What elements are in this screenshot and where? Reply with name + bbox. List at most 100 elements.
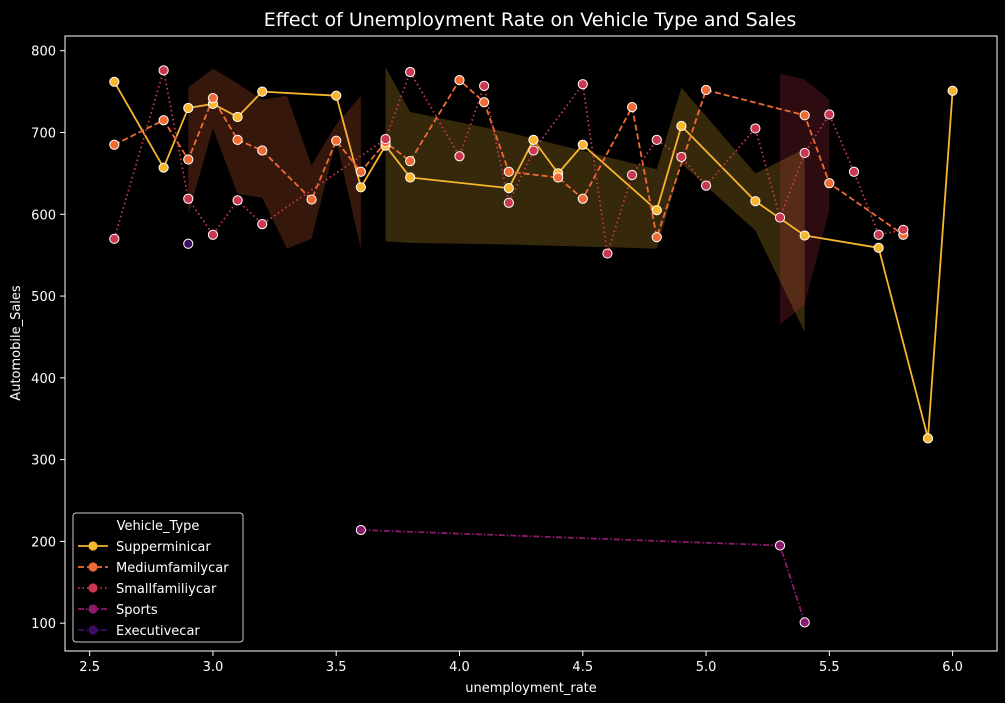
y-tick-label: 500 [31, 290, 56, 305]
legend-label-3: Sports [116, 603, 158, 618]
x-tick-label: 3.0 [203, 660, 224, 675]
data-point-2 [183, 193, 194, 204]
data-point-2 [405, 66, 416, 78]
data-point-2 [824, 109, 835, 120]
legend-marker-1 [88, 562, 98, 572]
legend-title: Vehicle_Type [117, 519, 200, 534]
data-point-3 [355, 524, 366, 536]
y-tick-label: 200 [31, 535, 56, 550]
chart-title: Effect of Unemployment Rate on Vehicle T… [264, 9, 797, 31]
data-point-0 [183, 102, 194, 114]
legend-marker-4 [88, 625, 98, 635]
legend-box [72, 512, 244, 643]
y-tick-label: 300 [31, 454, 56, 469]
data-point-4 [183, 238, 194, 249]
y-tick-label: 100 [31, 617, 56, 632]
data-point-0 [232, 111, 243, 123]
x-tick-label: 4.0 [449, 660, 470, 675]
data-point-1 [651, 232, 662, 243]
legend-label-4: Executivecar [116, 624, 200, 639]
y-axis-label: Automobile_Sales [9, 285, 24, 401]
series-line-1 [113, 79, 904, 239]
data-point-1 [553, 172, 564, 183]
data-point-2 [873, 229, 884, 240]
series-points [109, 65, 958, 628]
legend-label-0: Supperminicar [116, 540, 211, 555]
legend-marker-2 [88, 583, 98, 593]
x-axis-label: unemployment_rate [465, 681, 597, 696]
data-point-0 [922, 433, 934, 444]
data-point-2 [577, 79, 588, 90]
data-point-0 [405, 172, 416, 183]
data-point-1 [824, 178, 835, 189]
legend-marker-3 [88, 604, 98, 614]
data-point-0 [750, 196, 761, 207]
data-point-1 [700, 84, 712, 96]
y-tick-label: 400 [31, 372, 56, 387]
data-point-2 [257, 218, 268, 230]
x-tick-label: 2.5 [79, 660, 100, 675]
data-point-2 [454, 151, 465, 162]
x-tick-label: 3.5 [326, 660, 347, 675]
y-tick-label: 700 [31, 127, 56, 142]
data-point-1 [257, 145, 268, 156]
data-point-2 [602, 248, 613, 259]
data-point-1 [479, 97, 490, 108]
data-point-0 [947, 85, 958, 96]
data-point-3 [774, 540, 786, 551]
plot-frame [64, 35, 998, 652]
data-point-1 [577, 193, 588, 204]
data-point-0 [257, 86, 268, 97]
data-point-2 [232, 195, 243, 206]
x-tick-label: 5.0 [696, 660, 717, 675]
data-point-0 [577, 139, 588, 150]
data-point-2 [651, 134, 662, 145]
x-tick-label: 5.5 [819, 660, 840, 675]
data-point-2 [799, 147, 810, 159]
data-point-0 [503, 183, 514, 194]
data-point-1 [158, 115, 169, 126]
data-point-2 [528, 145, 539, 156]
data-point-2 [848, 166, 860, 177]
data-point-0 [676, 120, 687, 132]
data-point-1 [207, 93, 219, 104]
data-point-2 [109, 233, 120, 244]
data-point-2 [626, 169, 638, 181]
data-point-2 [479, 80, 490, 91]
data-point-1 [405, 156, 416, 167]
data-point-2 [380, 133, 391, 145]
data-point-0 [528, 134, 539, 145]
data-point-0 [109, 76, 120, 87]
confidence-band-2 [780, 73, 830, 325]
x-axis: 2.5 3.0 3.5 4.0 4.5 5.0 5.5 6.0 [79, 651, 963, 675]
data-point-3 [799, 617, 810, 628]
legend-label-2: Smallfamiliycar [116, 582, 217, 597]
legend: Vehicle_Type Supperminicar Mediumfamilycar… [72, 512, 244, 643]
data-point-1 [109, 139, 120, 150]
confidence-band-0 [385, 67, 805, 333]
data-point-1 [306, 194, 317, 205]
data-point-1 [626, 102, 638, 113]
data-point-0 [799, 230, 810, 241]
legend-marker-0 [88, 541, 98, 551]
data-point-1 [503, 166, 514, 177]
data-point-2 [158, 65, 169, 76]
y-tick-label: 800 [31, 45, 56, 60]
data-point-1 [232, 134, 243, 145]
data-point-2 [774, 212, 786, 223]
data-point-2 [898, 224, 909, 235]
data-point-0 [355, 182, 366, 193]
data-point-2 [207, 229, 219, 240]
y-axis: 100 200 300 400 500 600 700 800 [31, 45, 65, 632]
x-tick-label: 6.0 [942, 660, 963, 675]
data-point-1 [799, 110, 810, 121]
data-point-0 [651, 205, 662, 216]
data-point-0 [873, 242, 884, 253]
data-point-2 [750, 123, 761, 134]
data-point-1 [355, 166, 366, 177]
data-point-2 [700, 180, 712, 191]
data-point-1 [183, 154, 194, 165]
data-point-1 [454, 75, 465, 86]
data-point-0 [331, 90, 342, 101]
